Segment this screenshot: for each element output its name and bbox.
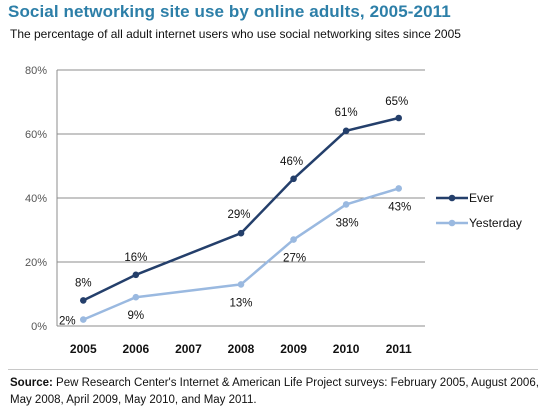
data-point <box>132 293 140 301</box>
x-tick-label: 2010 <box>333 342 360 356</box>
data-point <box>290 236 297 243</box>
data-label: 2% <box>59 316 76 328</box>
x-tick-label: 2005 <box>70 342 97 356</box>
data-label: 38% <box>336 217 359 229</box>
data-point <box>132 271 140 279</box>
y-tick-label: 20% <box>25 257 47 269</box>
data-point <box>79 316 87 323</box>
source-divider <box>8 369 538 370</box>
source-text: Pew Research Center's Internet & America… <box>10 377 539 406</box>
data-point <box>342 127 350 135</box>
x-tick-label: 2011 <box>386 342 412 356</box>
legend-label: Ever <box>469 191 494 205</box>
x-tick-label: 2006 <box>123 342 150 356</box>
data-label: 46% <box>280 156 303 168</box>
chart-title: Social networking site use by online adu… <box>8 2 451 21</box>
data-label: 13% <box>229 297 252 309</box>
data-label: 27% <box>283 253 306 265</box>
legend-marker <box>448 219 456 227</box>
chart-subtitle: The percentage of all adult internet use… <box>10 27 461 41</box>
series-line-ever <box>82 116 400 302</box>
y-tick-label: 0% <box>31 321 47 333</box>
data-label: 65% <box>385 96 408 108</box>
data-point <box>79 297 87 304</box>
x-tick-label: 2008 <box>228 342 255 356</box>
data-label: 9% <box>128 310 145 322</box>
data-point <box>342 201 350 208</box>
data-label: 16% <box>124 252 147 264</box>
data-label: 43% <box>388 201 411 213</box>
x-tick-label: 2007 <box>175 342 202 356</box>
y-tick-label: 40% <box>25 193 47 205</box>
data-label: 29% <box>227 209 250 221</box>
data-point <box>395 114 403 122</box>
y-tick-label: 80% <box>25 65 47 77</box>
series-line-yesterday <box>82 187 400 321</box>
data-label: 8% <box>75 277 92 289</box>
data-point <box>395 185 403 192</box>
x-tick-label: 2009 <box>280 342 307 356</box>
legend-marker <box>448 194 456 202</box>
data-point <box>237 229 245 237</box>
data-label: 61% <box>335 107 358 119</box>
y-tick-label: 60% <box>25 129 47 141</box>
source-label: Source: <box>10 377 53 389</box>
data-point <box>290 175 297 183</box>
source-note: Source: Pew Research Center's Internet &… <box>10 375 540 409</box>
data-point <box>237 281 245 288</box>
legend-label: Yesterday <box>469 216 522 230</box>
